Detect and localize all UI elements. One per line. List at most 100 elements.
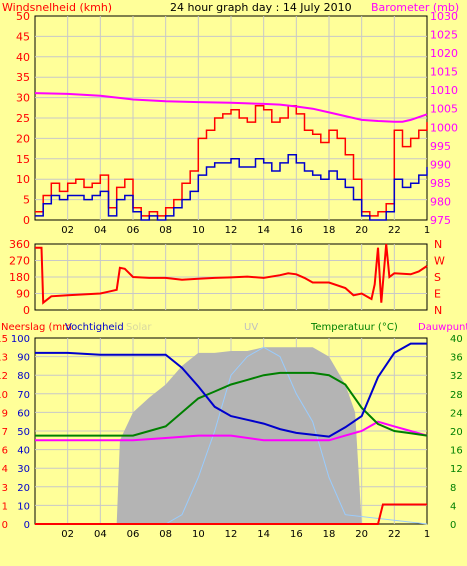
rain-humidity-series	[35, 342, 428, 525]
wind-tick-label: 0	[23, 214, 30, 227]
rain-tick-label: 9	[2, 408, 8, 419]
rain-tick-label: 7	[2, 427, 8, 438]
rain-tick-label: 0	[2, 520, 8, 531]
wind-axis-label: Windsnelheid (kmh)	[2, 1, 112, 14]
rain-humidity-ticks: 02 04 06 08 10 12 14 16 18 20 22 10 0 01 10 43 20 84 30 126…	[0, 334, 463, 540]
wind-barometer-panel: 02 04 06 08 10 12 14 16 18 20 22 105101520253035404…	[2, 1, 459, 236]
wind-direction-series	[35, 243, 428, 305]
rain-tick-label: 3	[2, 483, 8, 494]
temperature-tick-label: 40	[450, 334, 463, 345]
x-tick-label: 04	[94, 529, 107, 540]
x-tick-label: 06	[127, 529, 140, 540]
uv-axis-label: UV	[244, 322, 258, 333]
humidity-tick-label: 0	[24, 520, 30, 531]
temperature-tick-label: 8	[450, 483, 456, 494]
wind-tick-label: 30	[16, 92, 30, 105]
temperature-tick-label: 28	[450, 390, 463, 401]
wind-barometer-grid	[35, 16, 427, 220]
x-tick-label: 22	[388, 529, 401, 540]
wind-gust-line	[35, 153, 428, 221]
solar-axis-label: Solar	[126, 322, 152, 333]
x-tick-label: 18	[323, 225, 336, 236]
x-tick-label: 06	[127, 225, 140, 236]
direction-tick-label: 270	[9, 255, 30, 268]
wind-tick-label: 50	[16, 10, 30, 23]
x-tick-label: 16	[290, 529, 303, 540]
barometer-tick-label: 1010	[430, 84, 458, 97]
humidity-tick-label: 10	[17, 501, 30, 512]
rain-tick-label: 15	[0, 334, 8, 345]
x-tick-label: 10	[192, 225, 205, 236]
wind-tick-label: 20	[16, 132, 30, 145]
humidity-tick-label: 70	[17, 390, 30, 401]
barometer-tick-label: 980	[430, 195, 451, 208]
barometer-line	[34, 92, 428, 123]
wind-tick-label: 35	[16, 71, 30, 84]
wind-direction-panel: 0 N 90 E 180 S 270 W 360 N	[9, 238, 445, 317]
rain-humidity-temperature-panel: 02 04 06 08 10 12 14 16 18 20 22 10 0 01 10 43 20 84 30 126…	[0, 322, 467, 540]
direction-tick-label: 180	[9, 271, 30, 284]
x-tick-label: 1	[424, 529, 430, 540]
x-tick-label: 08	[159, 225, 172, 236]
barometer-tick-label: 1015	[430, 66, 458, 79]
wind-tick-label: 15	[16, 153, 30, 166]
wind-tick-label: 45	[16, 30, 30, 43]
barometer-tick-label: 1005	[430, 103, 458, 116]
temperature-tick-label: 24	[450, 408, 463, 419]
x-tick-label: 20	[355, 529, 368, 540]
wind-direction-line	[35, 243, 428, 305]
temperature-tick-label: 36	[450, 353, 463, 364]
chart-title: 24 hour graph day : 14 July 2010	[170, 1, 352, 14]
barometer-tick-label: 985	[430, 177, 451, 190]
wind-barometer-ticks: 02 04 06 08 10 12 14 16 18 20 22 105101520253035404…	[16, 10, 458, 236]
temperature-axis-label: Temperatuur (°C)	[310, 322, 398, 333]
wind-tick-label: 25	[16, 112, 30, 125]
x-tick-label: 04	[94, 225, 107, 236]
direction-tick-label: 360	[9, 238, 30, 251]
wind-tick-label: 40	[16, 51, 30, 64]
rain-tick-label: 6	[2, 446, 8, 457]
temperature-tick-label: 0	[450, 520, 456, 531]
temperature-tick-label: 16	[450, 446, 463, 457]
compass-tick-label: W	[434, 255, 445, 268]
wind-direction-ticks: 0 N 90 E 180 S 270 W 360 N	[9, 238, 445, 317]
rain-tick-label: 12	[0, 371, 8, 382]
humidity-tick-label: 30	[17, 464, 30, 475]
temperature-tick-label: 4	[450, 501, 456, 512]
rain-tick-label: 1	[2, 501, 8, 512]
temperature-line	[35, 371, 428, 437]
rain-tick-label: 13	[0, 353, 8, 364]
humidity-tick-label: 100	[11, 334, 30, 345]
humidity-tick-label: 40	[17, 446, 30, 457]
x-tick-label: 16	[290, 225, 303, 236]
rain-tick-label: 4	[2, 464, 8, 475]
rain-line	[35, 503, 427, 525]
wind-tick-label: 5	[23, 194, 30, 207]
temperature-tick-label: 32	[450, 371, 463, 382]
humidity-tick-label: 80	[17, 371, 30, 382]
barometer-tick-label: 1030	[430, 10, 458, 23]
barometer-tick-label: 1025	[430, 29, 458, 42]
x-tick-label: 14	[257, 529, 270, 540]
barometer-tick-label: 975	[430, 214, 451, 227]
wind-tick-label: 10	[16, 173, 30, 186]
humidity-tick-label: 90	[17, 353, 30, 364]
x-tick-label: 12	[225, 225, 238, 236]
direction-tick-label: 0	[23, 304, 30, 317]
dewpoint-line	[35, 420, 428, 442]
x-tick-label: 12	[225, 529, 238, 540]
x-tick-label: 20	[355, 225, 368, 236]
direction-tick-label: 90	[16, 288, 30, 301]
barometer-tick-label: 995	[430, 140, 451, 153]
humidity-tick-label: 60	[17, 408, 30, 419]
wind-barometer-series	[34, 92, 428, 221]
x-tick-label: 18	[323, 529, 336, 540]
dewpoint-axis-label: Dauwpunt	[418, 322, 467, 333]
x-tick-label: 02	[61, 225, 74, 236]
barometer-axis-label: Barometer (mb)	[371, 1, 459, 14]
humidity-tick-label: 50	[17, 427, 30, 438]
barometer-tick-label: 990	[430, 158, 451, 171]
temperature-tick-label: 20	[450, 427, 463, 438]
x-tick-label: 1	[424, 225, 430, 236]
